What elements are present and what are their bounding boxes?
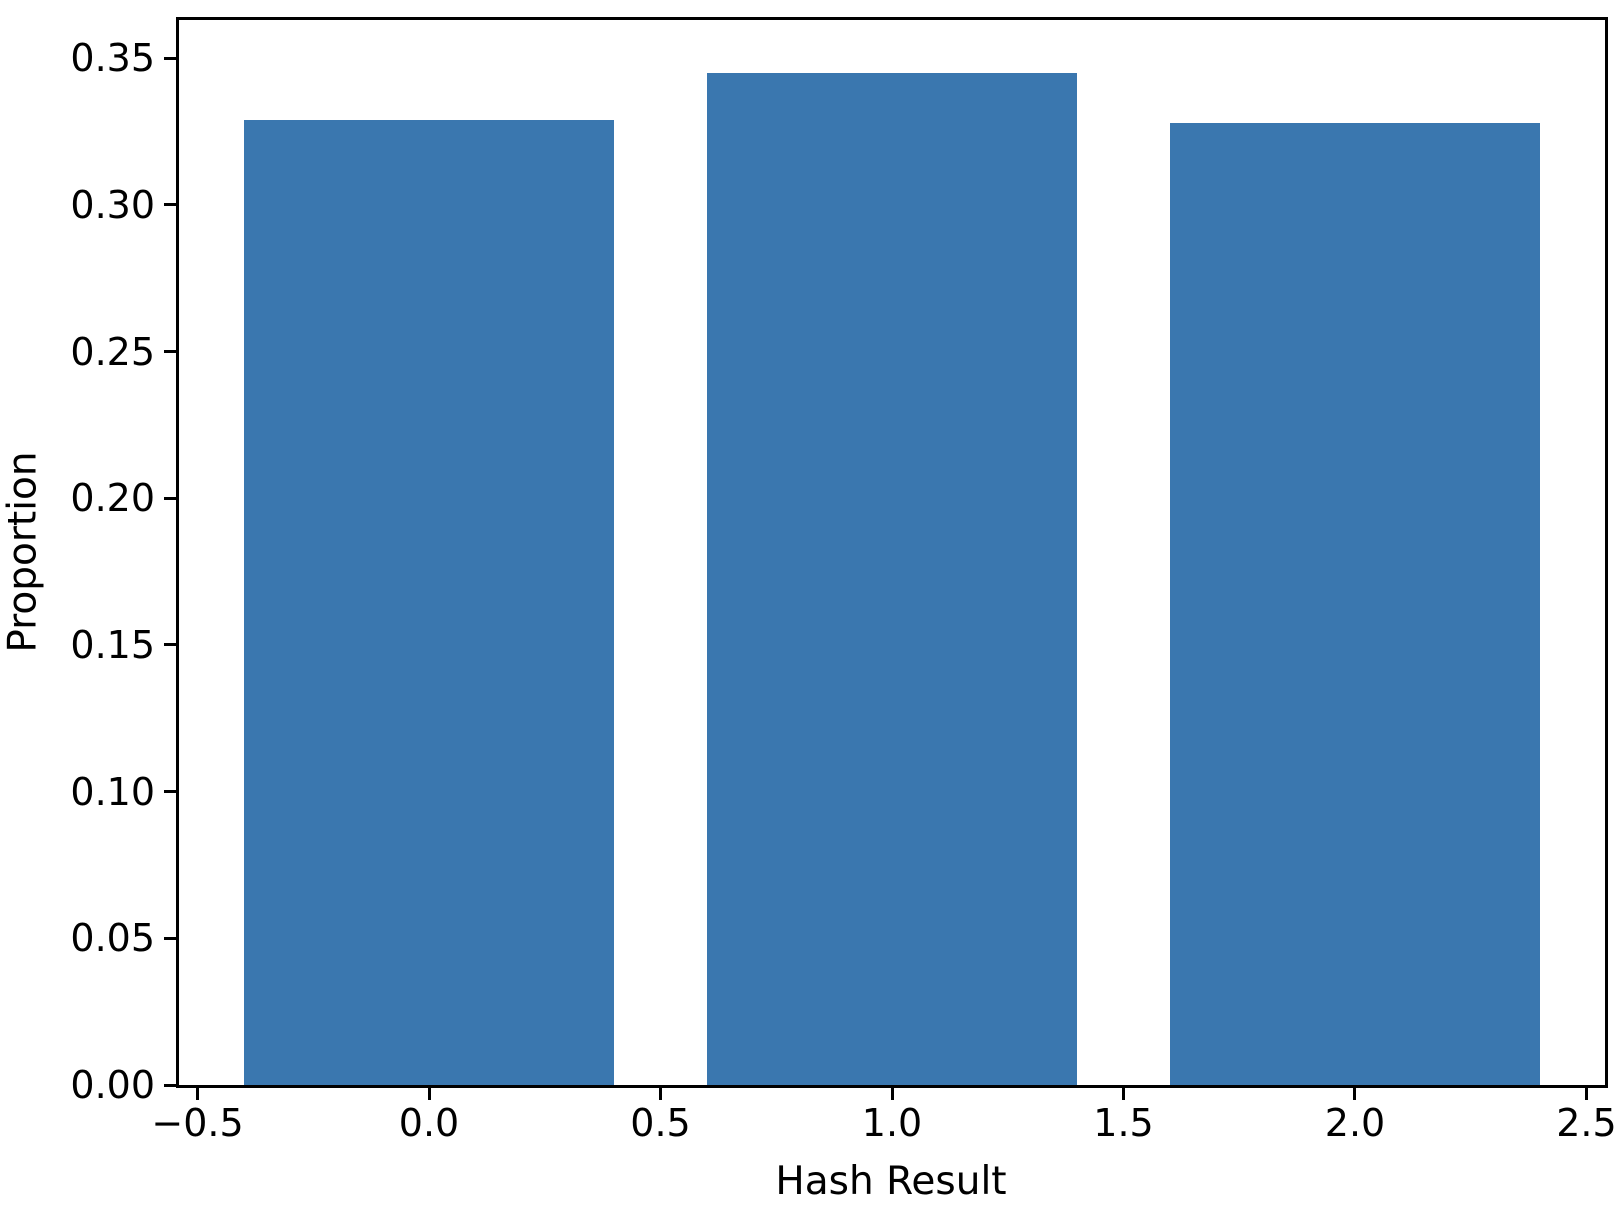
y-tick-mark <box>164 936 176 940</box>
x-tick-mark <box>659 1088 662 1100</box>
x-tick-mark <box>1121 1088 1125 1100</box>
x-tick-label: 0.5 <box>630 1101 691 1145</box>
x-tick-label: 1.5 <box>1093 1101 1154 1145</box>
bar-x0 <box>243 119 615 1085</box>
y-axis-label: Proportion <box>0 451 46 653</box>
x-axis-label: Hash Result <box>775 1159 1007 1204</box>
x-tick-mark <box>890 1088 894 1100</box>
x-tick-label: 1.0 <box>861 1101 923 1145</box>
y-tick-mark <box>164 1083 176 1087</box>
x-tick-mark <box>1353 1088 1357 1100</box>
bar-x1 <box>706 72 1078 1085</box>
x-tick-mark <box>196 1088 200 1100</box>
x-tick-label: −0.5 <box>151 1101 244 1145</box>
x-tick-label: 0.0 <box>398 1101 460 1145</box>
y-tick-mark <box>164 643 176 647</box>
plot-area <box>176 17 1608 1088</box>
y-tick-label: 0.30 <box>70 182 155 227</box>
y-tick-mark <box>164 790 176 794</box>
x-tick-label: 2.5 <box>1556 1101 1617 1145</box>
y-tick-label: 0.15 <box>70 622 155 667</box>
y-tick-mark <box>164 56 176 60</box>
y-tick-mark <box>164 350 176 354</box>
y-tick-label: 0.35 <box>70 36 155 81</box>
x-tick-label: 2.0 <box>1324 1101 1386 1145</box>
y-tick-mark <box>164 203 176 207</box>
y-tick-label: 0.20 <box>70 476 155 521</box>
y-tick-mark <box>164 496 176 500</box>
bar-x2 <box>1169 122 1541 1085</box>
y-tick-label: 0.10 <box>70 769 155 814</box>
y-tick-label: 0.25 <box>70 329 155 374</box>
x-tick-mark <box>1584 1088 1588 1100</box>
y-tick-label: 0.05 <box>70 916 155 961</box>
x-tick-mark <box>427 1088 431 1100</box>
y-tick-label: 0.00 <box>70 1063 155 1107</box>
